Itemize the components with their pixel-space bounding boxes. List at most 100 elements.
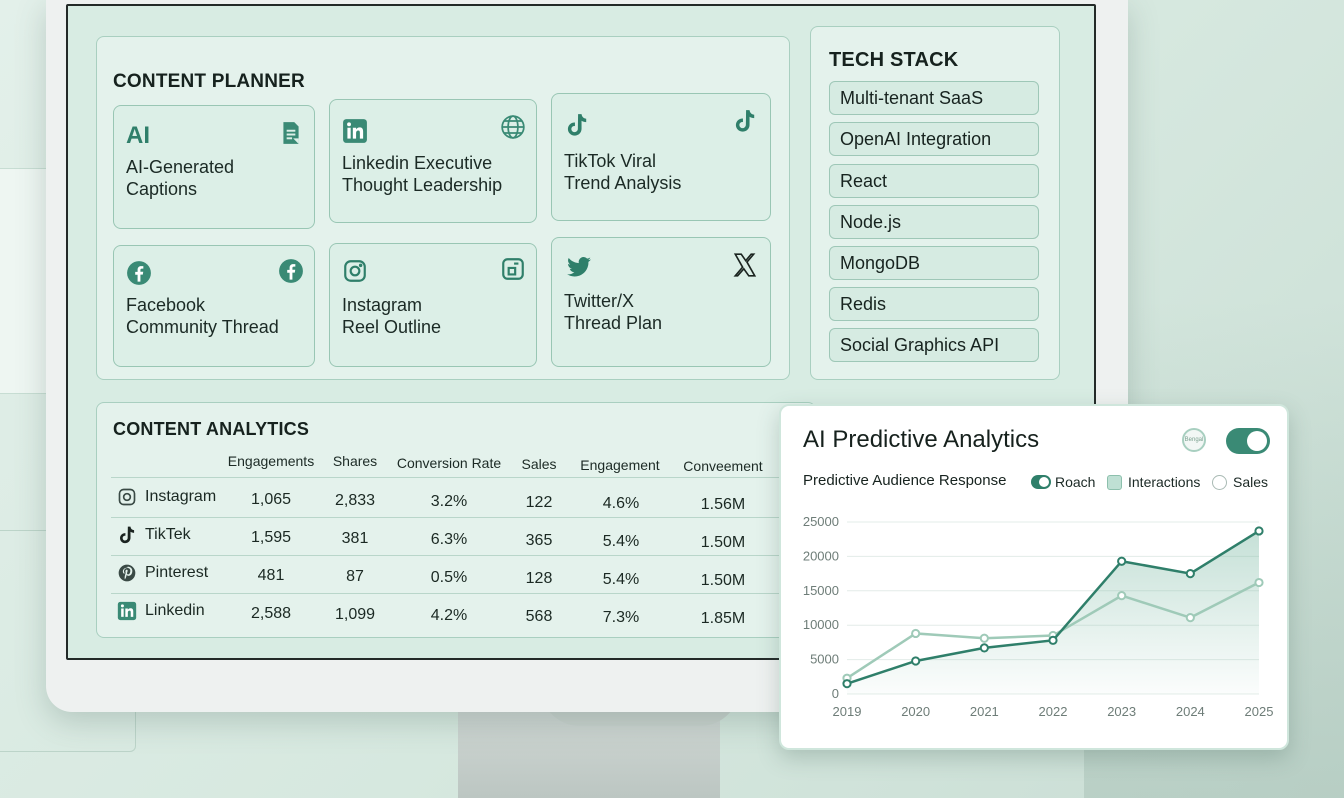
brand-logo[interactable]: Bengal: [1182, 428, 1206, 452]
data-point: [1048, 635, 1058, 645]
table-cell: 568: [525, 608, 553, 625]
tech-stack-title: TECH STACK: [829, 49, 959, 71]
data-point: [911, 628, 921, 639]
document-icon: [278, 120, 304, 146]
tile-label: Instagram Reel Outline: [342, 295, 442, 337]
tech-item[interactable]: Redis: [829, 287, 1039, 321]
x-logo-icon: [732, 252, 758, 278]
tech-item[interactable]: Node.js: [829, 205, 1039, 239]
row-divider: [111, 517, 801, 518]
table-cell: 1.56M: [700, 496, 746, 513]
data-point: [979, 633, 989, 643]
data-point: [1185, 613, 1195, 623]
tech-stack-panel: TECH STACK Multi-tenant SaaS OpenAI Inte…: [810, 26, 1060, 380]
linkedin-icon: [117, 601, 137, 621]
y-tick-label: 25000: [803, 514, 839, 529]
legend-label: Interactions: [1128, 474, 1201, 490]
chart-subtitle: Predictive Audience Response: [803, 472, 1007, 489]
planner-tile-linkedin[interactable]: Linkedin Executive Thought Leadership: [329, 99, 537, 223]
column-header[interactable]: Engagement: [580, 457, 660, 473]
tiktok-icon: [117, 525, 137, 545]
planner-tile-captions[interactable]: AI AI-Generated Captions: [113, 105, 315, 229]
y-tick-label: 5000: [810, 652, 839, 667]
table-cell: 0.5%: [430, 569, 468, 586]
toggle-icon: [1031, 475, 1051, 489]
column-header[interactable]: Shares: [332, 453, 378, 469]
platform-name: Instagram: [145, 488, 217, 505]
x-tick-label: 2020: [901, 704, 930, 719]
prediction-toggle[interactable]: [1226, 428, 1270, 454]
x-tick-label: 2025: [1245, 704, 1274, 719]
column-header[interactable]: Engagements: [227, 453, 315, 469]
x-tick-label: 2022: [1039, 704, 1068, 719]
table-cell: 1.85M: [700, 610, 746, 627]
predictive-title: AI Predictive Analytics: [803, 426, 1040, 453]
area-fill: [847, 530, 1259, 694]
platform-name: Pinterest: [145, 564, 209, 581]
checkbox-icon: [1107, 474, 1122, 490]
twitter-bird-icon: [564, 254, 594, 280]
platform-name: Linkedin: [145, 602, 205, 619]
facebook-icon: [278, 258, 304, 284]
y-tick-label: 10000: [803, 617, 839, 632]
table-cell: 1,065: [250, 491, 292, 508]
data-point: [979, 643, 989, 653]
content-analytics-title: CONTENT ANALYTICS: [113, 419, 310, 439]
table-cell: 4.6%: [602, 495, 640, 512]
planner-tile-twitter[interactable]: Twitter/X Thread Plan: [551, 237, 771, 367]
legend-label: Sales: [1233, 474, 1269, 490]
column-header[interactable]: Sales: [521, 456, 557, 472]
legend-item-interactions[interactable]: Interactions: [1107, 474, 1200, 490]
platform-name: TikTek: [145, 526, 191, 543]
content-analytics-panel: CONTENT ANALYTICS Engagements Shares Con…: [96, 402, 816, 638]
planner-tile-tiktok[interactable]: TikTok Viral Trend Analysis: [551, 93, 771, 221]
tech-item[interactable]: Social Graphics API: [829, 328, 1039, 362]
tile-label: Twitter/X Thread Plan: [564, 291, 663, 333]
data-point: [1117, 591, 1127, 601]
platform-cell: TikTek: [117, 525, 191, 545]
tile-label: Facebook Community Thread: [126, 295, 279, 337]
predictive-analytics-card: AI Predictive Analytics Bengal Predictiv…: [779, 404, 1289, 750]
x-tick-label: 2023: [1107, 704, 1136, 719]
table-cell: 7.3%: [602, 609, 640, 626]
tech-item[interactable]: React: [829, 164, 1039, 198]
instagram-icon: [117, 487, 137, 507]
tile-label: TikTok Viral Trend Analysis: [564, 151, 682, 193]
background-panel: [0, 168, 48, 394]
y-tick-label: 0: [832, 686, 839, 701]
facebook-icon: [126, 260, 152, 286]
table-cell: 3.2%: [430, 493, 468, 510]
radio-icon: [1212, 474, 1227, 490]
data-point: [1254, 526, 1264, 536]
tech-item[interactable]: MongoDB: [829, 246, 1039, 280]
column-header[interactable]: Conveement: [683, 458, 763, 474]
table-cell: 1,099: [334, 606, 376, 623]
x-tick-label: 2024: [1176, 704, 1205, 719]
legend-label: Roach: [1055, 474, 1096, 490]
table-cell: 5.4%: [602, 571, 640, 588]
column-header[interactable]: Conversion Rate: [396, 455, 502, 471]
tech-item[interactable]: OpenAI Integration: [829, 122, 1039, 156]
y-tick-label: 15000: [803, 583, 839, 598]
tile-label: AI-Generated Captions: [126, 157, 235, 199]
ai-badge: AI: [126, 122, 150, 149]
legend-item-roach[interactable]: Roach: [1031, 474, 1095, 490]
data-point: [1254, 577, 1264, 588]
planner-tile-facebook[interactable]: Facebook Community Thread: [113, 245, 315, 367]
table-cell: 1.50M: [700, 534, 746, 551]
table-cell: 2,833: [334, 492, 376, 509]
x-tick-label: 2019: [833, 704, 862, 719]
line-chart: 0 5000 10000 15000 20000 25000 2019 2020 2021 202…: [803, 514, 1274, 719]
table-cell: 4.2%: [430, 607, 468, 624]
table-cell: 1.50M: [700, 572, 746, 589]
content-planner-panel: CONTENT PLANNER AI AI-Generated Captions…: [96, 36, 790, 380]
pinterest-icon: [117, 563, 137, 583]
platform-cell: Instagram: [117, 487, 216, 507]
toggle-knob: [1247, 431, 1267, 451]
platform-cell: Linkedin: [117, 601, 205, 621]
table-cell: 5.4%: [602, 533, 640, 550]
legend-item-sales[interactable]: Sales: [1212, 474, 1268, 490]
table-cell: 6.3%: [430, 531, 468, 548]
planner-tile-instagram[interactable]: Instagram Reel Outline: [329, 243, 537, 367]
tech-item[interactable]: Multi-tenant SaaS: [829, 81, 1039, 115]
